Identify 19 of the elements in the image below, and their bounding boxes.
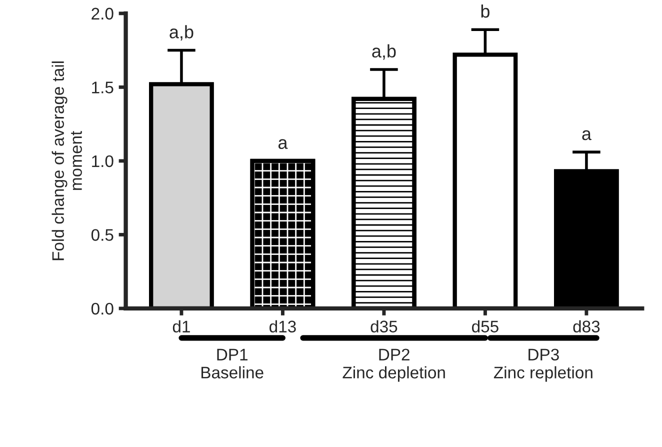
- y-axis-title: Fold change of average tail moment: [52, 61, 82, 260]
- y-tick-label: 0.5: [91, 229, 114, 241]
- annotation: b: [481, 4, 490, 18]
- x-tick-label: d35: [370, 320, 398, 332]
- x-tick-label: d83: [573, 320, 600, 332]
- text: DP3 Zinc repletion: [494, 348, 592, 382]
- y-tick-label: 1.5: [92, 82, 114, 94]
- annotation: a: [278, 139, 288, 150]
- x-tick-label: d1: [172, 320, 190, 332]
- annotation: a,b: [372, 44, 396, 60]
- text: DP2 Zinc depletion: [342, 348, 445, 382]
- y-tick-label: 1.0: [92, 155, 114, 168]
- text: DP1 Baseline: [201, 348, 264, 378]
- y-tick-label: 2.0: [92, 8, 114, 20]
- annotation: a: [582, 130, 592, 140]
- x-tick-label: d55: [472, 320, 498, 332]
- annotation: a,b: [170, 25, 194, 41]
- y-tick-label: 0.0: [91, 302, 114, 315]
- x-tick-label: d13: [270, 320, 296, 332]
